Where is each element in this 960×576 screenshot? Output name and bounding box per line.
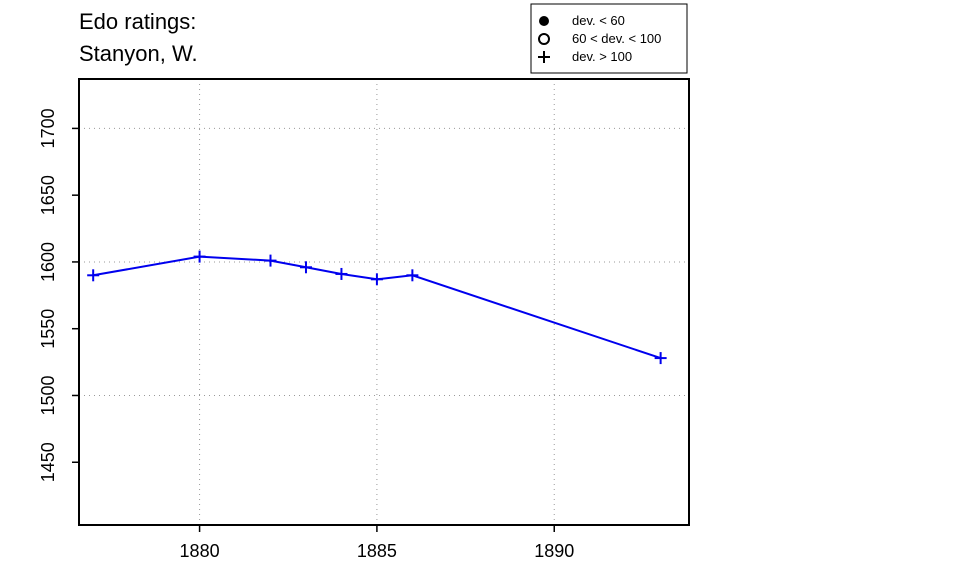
data-point-marker-1877 bbox=[87, 269, 100, 282]
y-tick-label-1600: 1600 bbox=[38, 242, 58, 282]
data-point-marker-1893 bbox=[654, 352, 667, 365]
data-point-marker-1884 bbox=[335, 267, 348, 280]
legend-label-2: 60 < dev. < 100 bbox=[572, 31, 661, 46]
y-tick-label-1700: 1700 bbox=[38, 108, 58, 148]
data-point-marker-1880 bbox=[193, 250, 206, 263]
legend-marker-plus bbox=[538, 51, 550, 63]
chart-title-line-1: Edo ratings: bbox=[79, 9, 196, 34]
legend-marker-filled-circle bbox=[539, 16, 549, 26]
legend-label-1: dev. < 60 bbox=[572, 13, 625, 28]
y-tick-label-1450: 1450 bbox=[38, 442, 58, 482]
x-tick-label-1880: 1880 bbox=[180, 541, 220, 561]
legend-marker-open-circle bbox=[538, 33, 550, 45]
data-point-marker-1886 bbox=[406, 269, 419, 282]
data-point-marker-1883 bbox=[299, 261, 312, 274]
legend-box bbox=[530, 3, 688, 74]
y-tick-label-1650: 1650 bbox=[38, 175, 58, 215]
chart-title-line-2: Stanyon, W. bbox=[79, 41, 198, 66]
data-point-marker-1882 bbox=[264, 254, 277, 267]
x-tick-label-1885: 1885 bbox=[357, 541, 397, 561]
plot-frame bbox=[78, 78, 690, 526]
x-tick-label-1890: 1890 bbox=[534, 541, 574, 561]
y-tick-label-1500: 1500 bbox=[38, 375, 58, 415]
legend: dev. < 60 60 < dev. < 100 dev. > 100 bbox=[530, 3, 688, 74]
gridlines bbox=[79, 79, 689, 525]
y-tick-label-1550: 1550 bbox=[38, 309, 58, 349]
data-series bbox=[87, 250, 667, 365]
data-point-marker-1885 bbox=[370, 273, 383, 286]
series-line-0 bbox=[93, 255, 661, 360]
axes: 1880 1885 1890 1450 1500 1550 1600 1650 1700 bbox=[38, 108, 574, 561]
legend-label-3: dev. > 100 bbox=[572, 49, 632, 64]
